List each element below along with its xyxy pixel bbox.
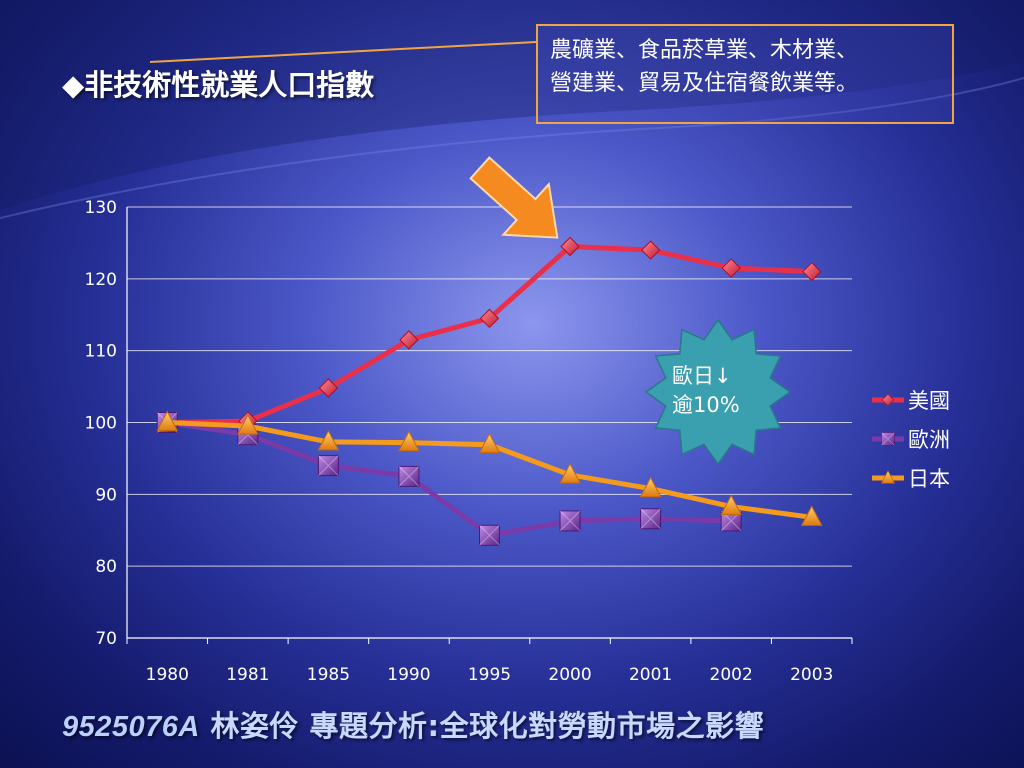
data-point-2 [720,494,742,516]
student-id: 9525076A [62,711,200,743]
data-point-2 [317,429,340,451]
x-tick-label: 1990 [387,665,430,685]
y-tick-label: 80 [95,557,117,577]
data-point-0 [721,258,741,278]
data-point-0 [560,236,580,257]
legend-marker [880,470,896,484]
data-point-2 [478,432,501,454]
data-point-2 [639,476,662,498]
data-point-2 [156,410,179,431]
series-line-1 [166,420,732,538]
legend-label: 歐洲 [908,428,950,452]
y-tick-label: 110 [85,342,117,362]
y-tick-label: 90 [95,485,117,505]
slide-title: ◆非技術性就業人口指數 [62,68,375,102]
y-tick-label: 70 [95,629,117,649]
data-point-1 [317,455,339,477]
x-tick-label: 2002 [710,665,753,685]
y-tick-label: 120 [85,270,117,290]
x-tick-label: 1981 [226,665,269,685]
legend-label: 美國 [908,389,950,413]
data-point-0 [640,240,661,260]
callout-box: 農礦業、食品菸草業、木材業、 營建業、貿易及住宿餐飲業等。 [536,24,954,124]
legend-label: 日本 [908,467,950,491]
y-tick-label: 130 [85,198,117,218]
data-point-2 [237,414,259,435]
data-point-1 [398,465,420,487]
data-point-2 [559,462,581,484]
star-label: 歐日↓ 逾10% [672,364,740,417]
x-tick-label: 1995 [468,665,511,685]
x-tick-label: 2000 [548,665,591,685]
legend-marker [881,432,895,446]
highlight-arrow [469,156,559,239]
data-point-1 [640,508,662,530]
x-tick-label: 2001 [629,665,672,685]
x-tick-label: 1985 [307,665,350,685]
data-point-0 [802,261,822,282]
footer-caption: 9525076A 林姿伶 專題分析:全球化對勞動市場之影響 [62,703,764,745]
data-point-1 [559,510,581,532]
data-point-0 [479,308,500,329]
x-tick-label: 2003 [790,665,833,685]
data-point-2 [800,505,823,526]
data-point-2 [398,430,420,452]
footer-title: 林姿伶 專題分析:全球化對勞動市場之影響 [199,709,765,743]
data-point-0 [318,378,339,398]
data-point-0 [399,330,419,350]
data-point-1 [479,524,500,546]
y-tick-label: 100 [85,414,117,434]
x-tick-label: 1980 [146,665,189,685]
legend-marker [881,393,895,407]
star-badge [644,318,792,466]
